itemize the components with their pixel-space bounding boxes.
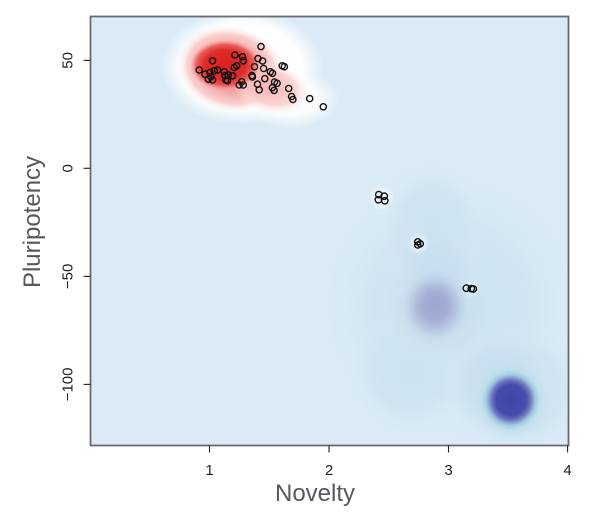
svg-text:4: 4 [563, 462, 571, 479]
svg-text:50: 50 [59, 52, 76, 69]
svg-text:−100: −100 [59, 368, 76, 402]
svg-text:0: 0 [59, 164, 76, 172]
svg-text:Pluripotency: Pluripotency [19, 156, 46, 288]
svg-text:2: 2 [325, 462, 333, 479]
svg-text:1: 1 [205, 462, 213, 479]
svg-text:3: 3 [444, 462, 452, 479]
svg-text:−50: −50 [59, 264, 76, 289]
svg-text:Novelty: Novelty [275, 480, 355, 507]
